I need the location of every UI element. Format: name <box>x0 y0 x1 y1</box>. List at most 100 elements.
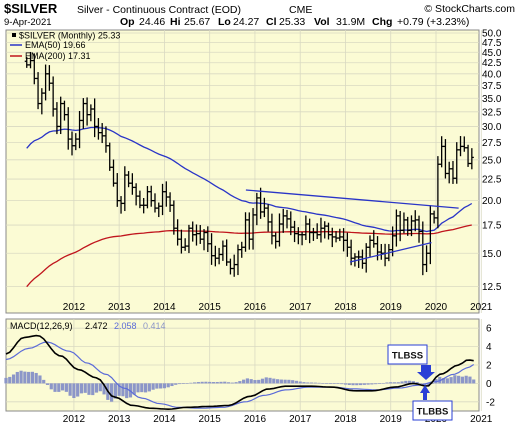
ohlc-bar <box>296 227 301 245</box>
ohlc-bar <box>126 171 131 188</box>
macd-histogram-bar <box>76 383 80 397</box>
macd-tick-label: 6 <box>486 324 492 335</box>
price-tick-label: 40.0 <box>482 69 502 80</box>
macd-panel: -2 0 2 4 6 2012 2013 2014 2015 2016 2017 2018 2019 2… <box>4 318 495 425</box>
macd-histogram-bar <box>377 383 382 384</box>
price-tick-label: 42.5 <box>482 58 502 69</box>
macd-year-tick-label: 2018 <box>334 414 357 425</box>
macd-histogram-bar <box>15 371 19 384</box>
macd-histogram-bar <box>441 378 446 384</box>
ohlc-bar <box>235 244 240 276</box>
macd-histogram-bar <box>136 383 140 393</box>
macd-histogram-bar <box>317 382 321 384</box>
macd-histogram-bar <box>230 382 234 384</box>
ohlc-bar <box>345 232 350 257</box>
ohlc-bar <box>269 213 274 245</box>
tlbbs-callout: TLBBS <box>412 385 453 421</box>
macd-year-tick-label: 2017 <box>289 414 312 425</box>
macd-histogram-bar <box>98 383 102 392</box>
macd-histogram-bar <box>68 383 72 396</box>
ohlc-bar <box>130 173 135 195</box>
macd-histogram-bar <box>313 382 317 384</box>
macd-histogram-bar <box>362 383 366 385</box>
ohlc-bar <box>401 212 406 234</box>
ohlc-bar <box>141 198 146 214</box>
ohlc-bar <box>92 98 97 138</box>
macd-histogram-bar <box>419 383 423 384</box>
ohlc-bar <box>160 183 165 216</box>
ohlc-bar <box>443 139 448 179</box>
ema50-legend-label: EMA(50) 19.66 <box>25 40 86 50</box>
macd-histogram-bar <box>211 382 216 384</box>
ohlc-bar <box>394 209 399 247</box>
low-value: 24.27 <box>233 16 259 28</box>
open-label: Op <box>120 16 135 28</box>
ohlc-bar <box>190 221 195 242</box>
macd-signal-line <box>5 341 475 409</box>
ohlc-bar <box>277 213 282 247</box>
ohlc-bar <box>439 136 444 168</box>
macd-histogram-bar <box>306 382 310 384</box>
ohlc-bar <box>435 156 440 229</box>
price-axis-labels: 12.5 15.0 17.5 20.0 22.5 25.0 27.5 30.0 32.5 35.0… <box>482 29 502 294</box>
macd-histogram-bar <box>275 379 280 384</box>
ohlc-bar <box>179 229 184 254</box>
macd-histogram-bar <box>204 381 208 384</box>
ohlc-bar <box>352 253 357 267</box>
macd-histogram-bar <box>291 380 295 384</box>
macd-histogram-bar <box>321 383 325 384</box>
macd-histogram-bar <box>264 377 268 384</box>
macd-histogram-bar <box>166 383 170 388</box>
trendline <box>349 241 432 263</box>
volume-label: Vol <box>314 16 330 28</box>
ohlc-bar <box>54 102 59 135</box>
macd-histogram-bar <box>460 376 465 384</box>
quote-date: 9-Apr-2021 <box>4 17 52 28</box>
macd-histogram-bar <box>449 377 453 384</box>
macd-histogram-bar <box>192 382 197 384</box>
macd-tick-label: 0 <box>486 379 492 390</box>
ema200-legend-label: EMA(200) 17.31 <box>25 51 91 61</box>
ohlc-bar <box>152 193 157 213</box>
ohlc-bar <box>462 136 467 152</box>
macd-histogram-bar <box>355 383 359 386</box>
macd-histogram-bar <box>268 377 272 384</box>
price-tick-label: 30.0 <box>482 122 502 133</box>
macd-tick-label: -2 <box>486 397 495 408</box>
macd-histogram-bar <box>309 382 314 384</box>
price-tick-label: 35.0 <box>482 94 502 105</box>
macd-histogram-bar <box>366 383 370 385</box>
macd-histogram-bar <box>302 382 306 384</box>
tlbbs-label: TLBBS <box>417 407 449 418</box>
ohlc-bar <box>168 192 173 212</box>
macd-histogram-bar <box>340 383 344 385</box>
year-axis-labels: 2012 2013 2014 2015 2016 2017 2018 2019 2020 2021 <box>63 302 493 313</box>
ohlc-bar <box>371 230 376 248</box>
macd-histogram-bar <box>215 381 219 384</box>
ohlc-bar <box>183 238 188 251</box>
ohlc-bar <box>458 136 463 157</box>
trendline <box>245 189 459 209</box>
ohlc-bar <box>58 96 63 135</box>
macd-histogram-bar <box>242 379 246 384</box>
macd-year-tick-label: 2015 <box>199 414 222 425</box>
instrument-name: Silver - Continuous Contract (EOD) <box>77 4 241 16</box>
macd-histogram-bar <box>94 383 99 393</box>
ohlc-bar <box>103 126 108 153</box>
ohlc-bar <box>424 245 429 273</box>
macd-histogram-bar <box>272 378 276 384</box>
macd-histogram-bar <box>38 375 42 384</box>
ohlc-bar <box>379 244 384 260</box>
high-label: Hi <box>170 16 181 28</box>
ohlc-bar <box>36 72 41 110</box>
ohlc-bar <box>303 215 308 241</box>
ohlc-bar <box>432 210 437 224</box>
year-tick-label: 2012 <box>63 302 86 313</box>
ohlc-bar <box>24 57 29 68</box>
macd-histogram-bar <box>208 381 212 384</box>
ohlc-bar <box>122 166 127 212</box>
ohlc-bar <box>107 142 112 171</box>
ohlc-bar <box>115 173 120 207</box>
price-tick-label: 22.5 <box>482 175 502 186</box>
